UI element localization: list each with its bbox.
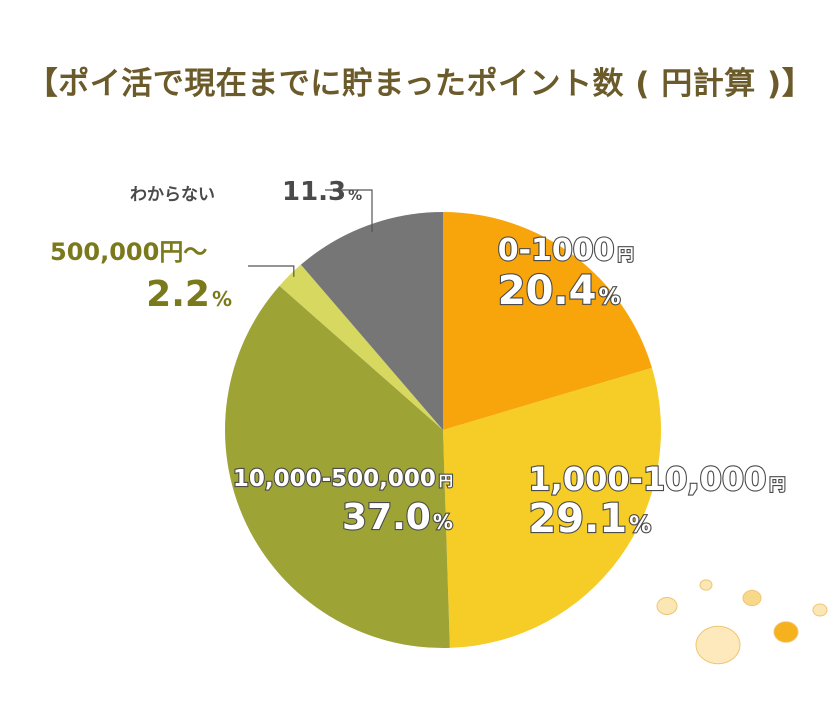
slice-label-4: わからない	[130, 185, 215, 205]
leader-lines	[248, 189, 373, 277]
slice-label-2: 10,000-500,000 円	[233, 466, 453, 492]
coin-icon	[656, 597, 678, 615]
coin-icon	[742, 589, 762, 607]
pie-slices	[225, 212, 662, 648]
coin-decoration	[656, 579, 828, 665]
pie-slice-3	[279, 264, 443, 430]
slice-value-1: 29.1%	[528, 496, 651, 542]
leader-line-4	[325, 189, 373, 232]
pie-slice-2	[225, 285, 450, 648]
coin-icon	[699, 579, 713, 591]
coin-icon	[695, 625, 741, 665]
slice-label-1: 1,000-10,000 円	[528, 460, 785, 498]
slice-value-2: 37.0%	[342, 497, 453, 538]
slice-value-4: 11.3%	[282, 177, 362, 207]
slice-label-3: 500,000円～	[50, 238, 207, 266]
pie-slice-4	[300, 212, 443, 430]
coin-icon	[773, 621, 799, 643]
slice-label-0: 0-1000 円	[498, 233, 634, 268]
pie-slice-1	[443, 367, 662, 648]
slice-labels: 0-1000 円20.4% 1,000-10,000 円29.1% 10,000-500…	[50, 177, 787, 543]
coin-icon	[812, 603, 828, 617]
slice-value-0: 20.4%	[498, 268, 621, 314]
chart-title: 【ポイ活で現在までに貯まったポイント数 ( 円計算 )】	[26, 66, 814, 102]
slice-value-3: 2.2%	[146, 274, 232, 315]
leader-line-3	[248, 265, 295, 277]
pie-slice-0	[443, 212, 652, 430]
